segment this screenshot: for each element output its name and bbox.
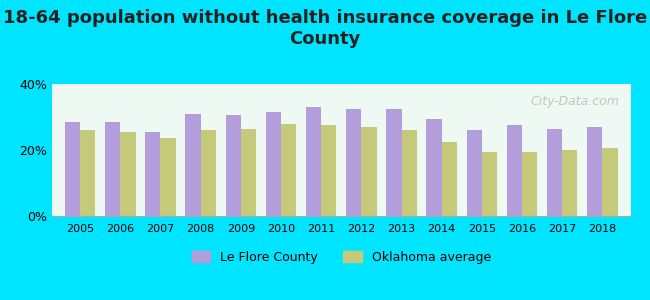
Legend: Le Flore County, Oklahoma average: Le Flore County, Oklahoma average <box>187 246 496 269</box>
Bar <box>386 109 402 216</box>
Bar <box>346 109 361 216</box>
Bar <box>482 152 497 216</box>
Bar <box>426 118 442 216</box>
Bar <box>240 128 256 216</box>
Bar <box>603 148 618 216</box>
Bar <box>467 130 482 216</box>
Bar <box>145 132 161 216</box>
Bar <box>201 130 216 216</box>
Bar <box>226 115 240 216</box>
Bar <box>306 107 321 216</box>
Bar <box>185 114 201 216</box>
Bar <box>281 124 296 216</box>
Bar <box>266 112 281 216</box>
Bar <box>65 122 80 216</box>
Bar <box>562 150 577 216</box>
Bar <box>161 138 176 216</box>
Bar <box>52 84 630 216</box>
Bar <box>120 132 136 216</box>
Bar <box>361 127 376 216</box>
Bar <box>442 142 457 216</box>
Bar <box>522 152 538 216</box>
Bar <box>80 130 96 216</box>
Bar <box>587 127 603 216</box>
Bar <box>105 122 120 216</box>
Bar <box>321 125 337 216</box>
Bar <box>547 128 562 216</box>
Bar <box>402 130 417 216</box>
Bar <box>507 125 522 216</box>
Text: 18-64 population without health insurance coverage in Le Flore
County: 18-64 population without health insuranc… <box>3 9 647 48</box>
Text: City-Data.com: City-Data.com <box>530 94 619 108</box>
